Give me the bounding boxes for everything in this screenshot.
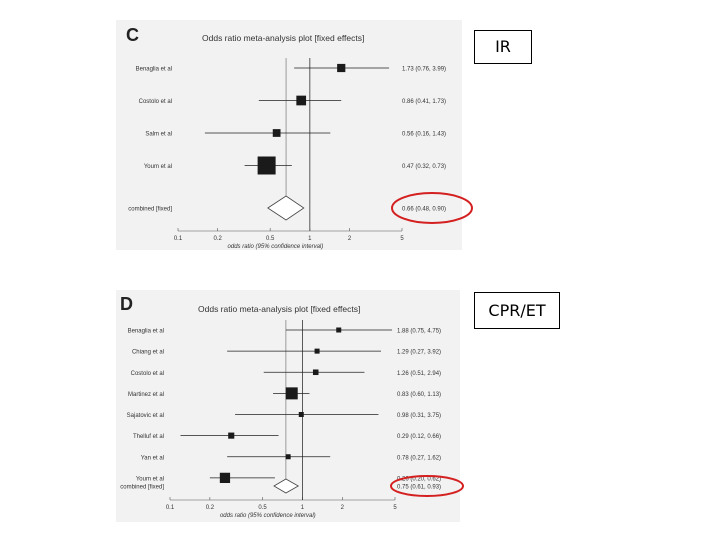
- combined-ci-text: 0.66 (0.48, 0.90): [402, 207, 446, 213]
- x-tick-label: 1: [308, 236, 312, 242]
- point-estimate-box: [312, 369, 319, 376]
- study-label: Martinez et al: [128, 392, 164, 398]
- x-tick-label: 0.1: [166, 505, 175, 511]
- study-label: Chiang et al: [132, 350, 164, 356]
- forest-plot-c: C Odds ratio meta-analysis plot [fixed ef…: [126, 25, 473, 250]
- chart-title: Odds ratio meta-analysis plot [fixed eff…: [198, 304, 360, 314]
- ir-label: IR: [474, 30, 532, 64]
- x-tick-label: 5: [393, 505, 397, 511]
- ci-text: 1.26 (0.51, 2.94): [397, 371, 441, 377]
- x-tick-label: 5: [400, 236, 404, 242]
- forest-plot-c-panel: C Odds ratio meta-analysis plot [fixed ef…: [116, 20, 473, 250]
- study-label: Thelluf et al: [133, 434, 164, 440]
- chart-title: Odds ratio meta-analysis plot [fixed eff…: [202, 33, 364, 43]
- x-tick-label: 0.1: [174, 236, 183, 242]
- point-estimate-box: [272, 129, 281, 137]
- study-label: Costolo et al: [139, 99, 172, 105]
- study-label: Youm et al: [136, 476, 164, 482]
- combined-label: combined [fixed]: [120, 485, 164, 491]
- x-tick-label: 0.5: [266, 236, 275, 242]
- study-label: Sajatovic et al: [127, 413, 164, 419]
- point-estimate-box: [228, 432, 235, 439]
- point-estimate-box: [285, 387, 298, 400]
- study-label: Youm et al: [144, 164, 172, 170]
- forest-plot-d: D Odds ratio meta-analysis plot [fixed ef…: [120, 294, 464, 519]
- x-tick-label: 0.2: [214, 236, 223, 242]
- ci-text: 0.29 (0.12, 0.66): [397, 434, 441, 440]
- study-label: Costolo et al: [131, 371, 164, 377]
- point-estimate-box: [219, 472, 231, 484]
- forest-plot-d-panel: D Odds ratio meta-analysis plot [fixed ef…: [116, 290, 464, 522]
- ci-text: 1.73 (0.76, 3.99): [402, 67, 446, 73]
- point-estimate-box: [257, 156, 276, 175]
- highlight-ellipse: [391, 192, 473, 224]
- study-label: Benaglia et al: [136, 67, 172, 73]
- point-estimate-box: [296, 95, 307, 106]
- cpr-et-label: CPR/ET: [474, 292, 560, 329]
- point-estimate-box: [298, 411, 304, 418]
- point-estimate-box: [285, 454, 291, 460]
- x-tick-label: 2: [341, 505, 345, 511]
- ci-text: 0.83 (0.60, 1.13): [397, 392, 441, 398]
- x-axis-label: odds ratio (95% confidence interval): [228, 244, 324, 250]
- combined-ci-text: 0.75 (0.61, 0.93): [397, 485, 441, 491]
- ci-text: 0.98 (0.31, 3.75): [397, 413, 441, 419]
- panel-letter: D: [120, 294, 133, 314]
- x-tick-label: 2: [348, 236, 352, 242]
- ci-text: 1.88 (0.75, 4.75): [397, 329, 441, 335]
- point-estimate-box: [314, 348, 320, 354]
- combined-diamond: [267, 195, 305, 221]
- ci-text: 0.86 (0.41, 1.73): [402, 99, 446, 105]
- point-estimate-box: [337, 63, 346, 73]
- ci-text: 0.78 (0.27, 1.62): [397, 455, 441, 461]
- study-label: Salm et al: [145, 132, 172, 138]
- ci-text: 0.47 (0.32, 0.73): [402, 164, 446, 170]
- study-label: Yan et al: [141, 455, 164, 461]
- combined-diamond: [273, 478, 300, 494]
- study-label: Benaglia et al: [128, 329, 164, 335]
- highlight-ellipse: [390, 475, 464, 497]
- point-estimate-box: [336, 327, 342, 333]
- ci-text: 0.26 (0.20, 0.62): [397, 476, 441, 482]
- combined-label: combined [fixed]: [128, 207, 172, 213]
- x-tick-label: 0.2: [206, 505, 215, 511]
- ci-text: 0.56 (0.16, 1.43): [402, 132, 446, 138]
- ci-text: 1.29 (0.27, 3.92): [397, 350, 441, 356]
- x-tick-label: 0.5: [258, 505, 267, 511]
- x-axis-label: odds ratio (95% confidence interval): [220, 513, 316, 519]
- panel-letter: C: [126, 25, 139, 45]
- x-tick-label: 1: [301, 505, 305, 511]
